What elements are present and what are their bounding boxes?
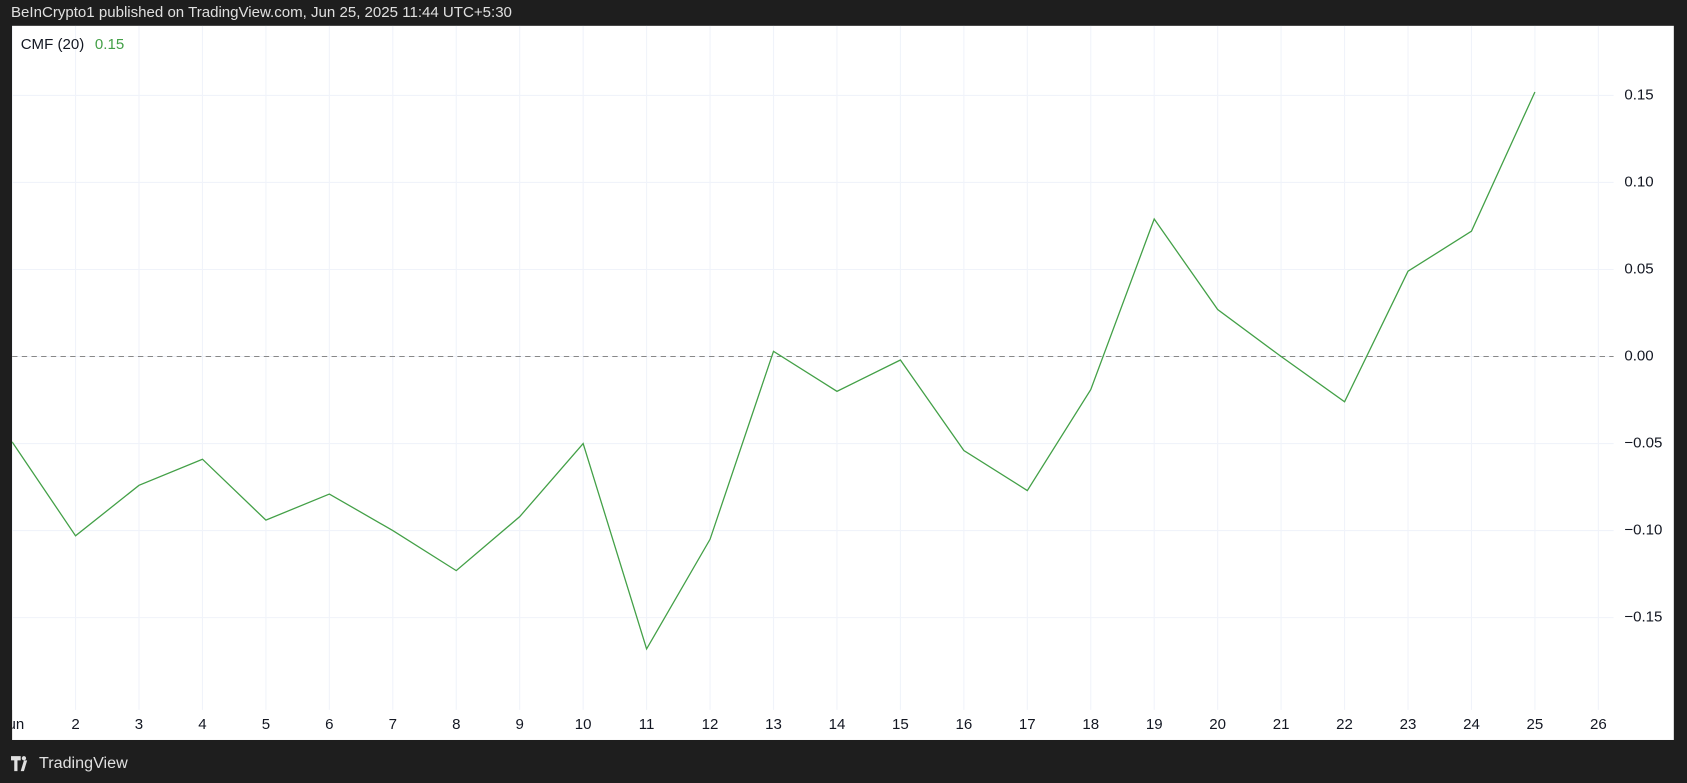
x-tick-label: 21 bbox=[1273, 716, 1290, 733]
x-tick-label: 22 bbox=[1336, 716, 1353, 733]
y-tick-label: 0.05 bbox=[1624, 260, 1653, 277]
legend-name: CMF (20) bbox=[21, 36, 85, 53]
x-tick-label: 8 bbox=[452, 716, 460, 733]
x-tick-label: 18 bbox=[1082, 716, 1099, 733]
x-tick-label: 17 bbox=[1019, 716, 1036, 733]
y-tick-label: −0.15 bbox=[1624, 609, 1662, 626]
x-tick-label: 16 bbox=[955, 716, 972, 733]
plot: Jun 2 3 4 5 6 7 8 9 10 11 12 13 14 15 16 17 18 19 20 21 22 23 2… bbox=[0, 25, 1614, 733]
x-tick-label: 14 bbox=[829, 716, 846, 733]
y-tick-label: 0.15 bbox=[1624, 86, 1653, 103]
cmf-line bbox=[12, 91, 1536, 651]
x-tick-label: 23 bbox=[1400, 716, 1417, 733]
y-tick-label: 0.10 bbox=[1624, 173, 1653, 190]
x-tick-label: 2 bbox=[71, 716, 79, 733]
x-tick-label: 5 bbox=[262, 716, 270, 733]
y-tick-label: 0.00 bbox=[1624, 347, 1653, 364]
x-tick-label: 13 bbox=[765, 716, 782, 733]
x-tick-label: 11 bbox=[639, 716, 655, 733]
header-text: BeInCrypto1 published on TradingView.com… bbox=[11, 4, 512, 21]
x-tick-label: 26 bbox=[1590, 716, 1607, 733]
x-tick-label: 12 bbox=[702, 716, 719, 733]
x-tick-label: 7 bbox=[389, 716, 397, 733]
x-tick-label: 20 bbox=[1209, 716, 1226, 733]
x-tick-label: 24 bbox=[1463, 716, 1480, 733]
x-tick-label: 19 bbox=[1146, 716, 1163, 733]
y-tick-label: −0.10 bbox=[1624, 522, 1662, 539]
x-tick-label: 6 bbox=[325, 716, 333, 733]
y-tick-label: −0.05 bbox=[1624, 435, 1662, 452]
x-tick-label: 15 bbox=[892, 716, 909, 733]
x-tick-label: Jun bbox=[0, 716, 24, 733]
legend-value: 0.15 bbox=[95, 36, 124, 53]
brand-name: TradingView bbox=[39, 754, 128, 772]
x-tick-label: 25 bbox=[1527, 716, 1544, 733]
brand-logo bbox=[11, 756, 28, 772]
x-tick-label: 3 bbox=[135, 716, 143, 733]
x-tick-label: 10 bbox=[575, 716, 592, 733]
x-tick-label: 9 bbox=[516, 716, 524, 733]
x-tick-label: 4 bbox=[198, 716, 206, 733]
chart-panel bbox=[12, 25, 1674, 740]
